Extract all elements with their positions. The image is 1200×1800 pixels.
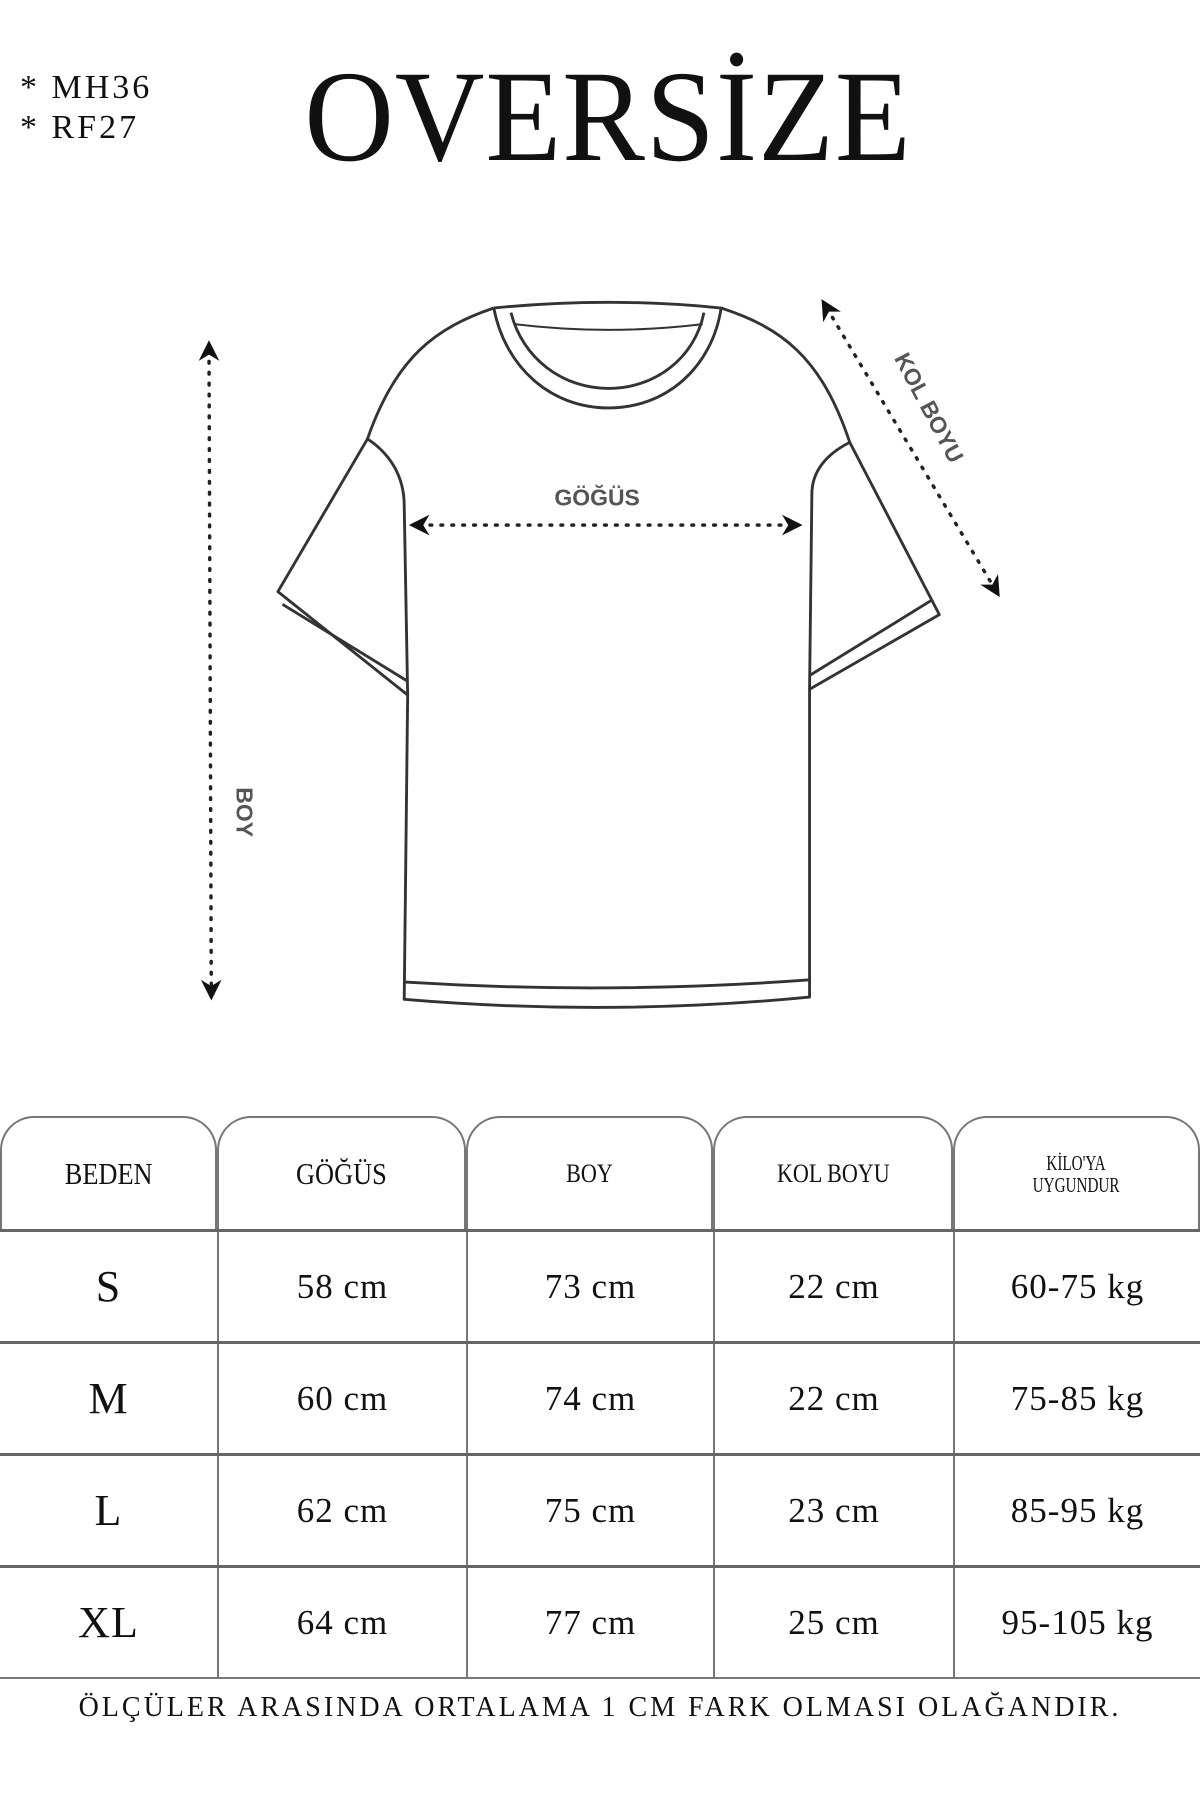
table-cell: 23 cm [713,1456,953,1565]
table-cell: 73 cm [466,1232,713,1341]
table-cell: 22 cm [713,1344,953,1453]
chest-label: GÖĞÜS [554,485,639,511]
page-title: OVERSİZE [304,44,912,189]
table-cell: 60 cm [217,1344,466,1453]
product-code: * RF27 [20,109,140,146]
sleeve-arrow [821,299,1000,598]
left-cuff [281,603,409,683]
table-cell: XL [78,1598,139,1647]
product-codes: * MH36 * RF27 [20,68,152,148]
table-cell: 58 cm [217,1232,466,1341]
table-cell: 75 cm [466,1456,713,1565]
table-cell: 64 cm [217,1568,466,1677]
table-cell: 60-75 kg [953,1232,1200,1341]
table-cell: M [88,1374,129,1423]
right-cuff [808,598,934,677]
table-cell: L [94,1486,123,1535]
table-cell: 74 cm [466,1344,713,1453]
header-boy: BOY [466,1116,713,1229]
table-cell: 77 cm [466,1568,713,1677]
footer-note: ÖLÇÜLER ARASINDA ORTALAMA 1 CM FARK OLMA… [78,1692,1122,1723]
header-beden: BEDEN [0,1116,217,1229]
table-row: L 62 cm 75 cm 23 cm 85-95 kg [0,1453,1200,1565]
collar-inner [509,312,706,390]
header-kol-boyu: KOL BOYU [713,1116,953,1229]
product-code: * MH36 [20,69,153,106]
shirt-outline [276,306,941,1009]
header-kilo: KİLO'YA UYGUNDUR [953,1116,1200,1229]
header-gogus: GÖĞÜS [217,1116,466,1229]
table-header: BEDEN GÖĞÜS BOY KOL BOYU KİLO'YA UYGUNDUR [0,1116,1200,1229]
table-cell: 75-85 kg [953,1344,1200,1453]
collar-outer [492,300,723,410]
table-cell: 22 cm [713,1232,953,1341]
length-label: BOY [232,787,258,837]
table-cell: 95-105 kg [953,1568,1200,1677]
left-armhole [366,437,410,696]
table-cell: 85-95 kg [953,1456,1200,1565]
table-cell: 25 cm [713,1568,953,1677]
right-armhole [808,441,851,690]
length-arrow [198,340,222,1001]
hem-line [405,978,810,990]
table-cell: 62 cm [217,1456,466,1565]
table-row: S 58 cm 73 cm 22 cm 60-75 kg [0,1229,1200,1341]
table-row: XL 64 cm 77 cm 25 cm 95-105 kg [0,1565,1200,1679]
table-row: M 60 cm 74 cm 22 cm 75-85 kg [0,1341,1200,1453]
table-cell: S [95,1262,122,1311]
size-table: BEDEN GÖĞÜS BOY KOL BOYU KİLO'YA UYGUNDUR… [0,1116,1200,1679]
sleeve-label: KOL BOYU [889,348,969,467]
